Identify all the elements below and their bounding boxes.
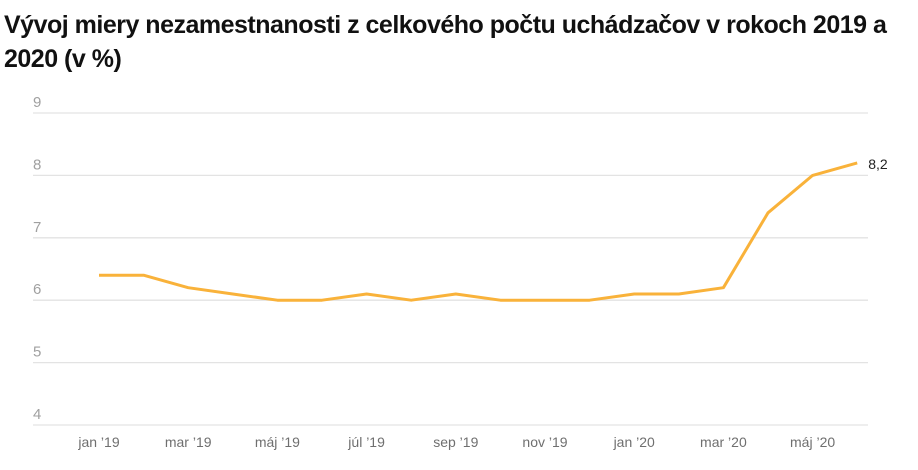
chart-title: Vývoj miery nezamestnanosti z celkového …	[4, 11, 887, 73]
y-tick-label: 9	[33, 94, 41, 111]
x-axis-ticks: jan ’19 mar ’19 máj ’19 júl ’19 sep ’19 nov ’…	[77, 434, 835, 450]
y-tick-label: 4	[33, 406, 41, 423]
y-tick-label: 5	[33, 344, 41, 361]
series-line	[99, 161, 858, 302]
y-tick-label: 8	[33, 156, 41, 173]
x-tick-label: máj ’20	[790, 434, 835, 450]
x-tick-label: jan ’19	[77, 434, 119, 450]
gridlines	[33, 112, 868, 426]
x-tick-label: nov ’19	[522, 434, 567, 450]
y-tick-label: 7	[33, 219, 41, 236]
x-tick-label: jan ’20	[613, 434, 655, 450]
x-tick-label: máj ’19	[255, 434, 300, 450]
x-tick-label: mar ’20	[700, 434, 747, 450]
y-axis-ticks: 9 8 7 6 5 4	[33, 94, 41, 423]
x-tick-label: júl ’19	[347, 434, 385, 450]
x-tick-label: sep ’19	[433, 434, 478, 450]
y-tick-label: 6	[33, 281, 41, 298]
x-tick-label: mar ’19	[165, 434, 212, 450]
end-value-label: 8,2	[868, 156, 888, 172]
